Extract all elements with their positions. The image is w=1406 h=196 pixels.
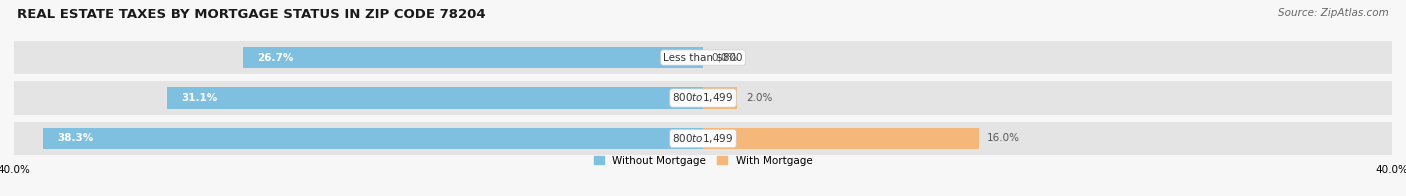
Text: Less than $800: Less than $800 [664, 53, 742, 63]
Text: 31.1%: 31.1% [181, 93, 218, 103]
Bar [703, 87, 738, 109]
Legend: Without Mortgage, With Mortgage: Without Mortgage, With Mortgage [593, 156, 813, 166]
Text: $800 to $1,499: $800 to $1,499 [672, 132, 734, 145]
Bar [14, 81, 1392, 115]
Text: 26.7%: 26.7% [257, 53, 294, 63]
Bar [703, 128, 979, 149]
Text: 2.0%: 2.0% [747, 93, 772, 103]
Bar [44, 128, 703, 149]
Bar [14, 122, 1392, 155]
Text: $800 to $1,499: $800 to $1,499 [672, 92, 734, 104]
Text: 16.0%: 16.0% [987, 133, 1021, 143]
Text: 38.3%: 38.3% [58, 133, 93, 143]
Bar [167, 87, 703, 109]
Text: Source: ZipAtlas.com: Source: ZipAtlas.com [1278, 8, 1389, 18]
Text: REAL ESTATE TAXES BY MORTGAGE STATUS IN ZIP CODE 78204: REAL ESTATE TAXES BY MORTGAGE STATUS IN … [17, 8, 485, 21]
Bar [243, 47, 703, 68]
Text: 0.0%: 0.0% [711, 53, 738, 63]
Bar [14, 41, 1392, 74]
